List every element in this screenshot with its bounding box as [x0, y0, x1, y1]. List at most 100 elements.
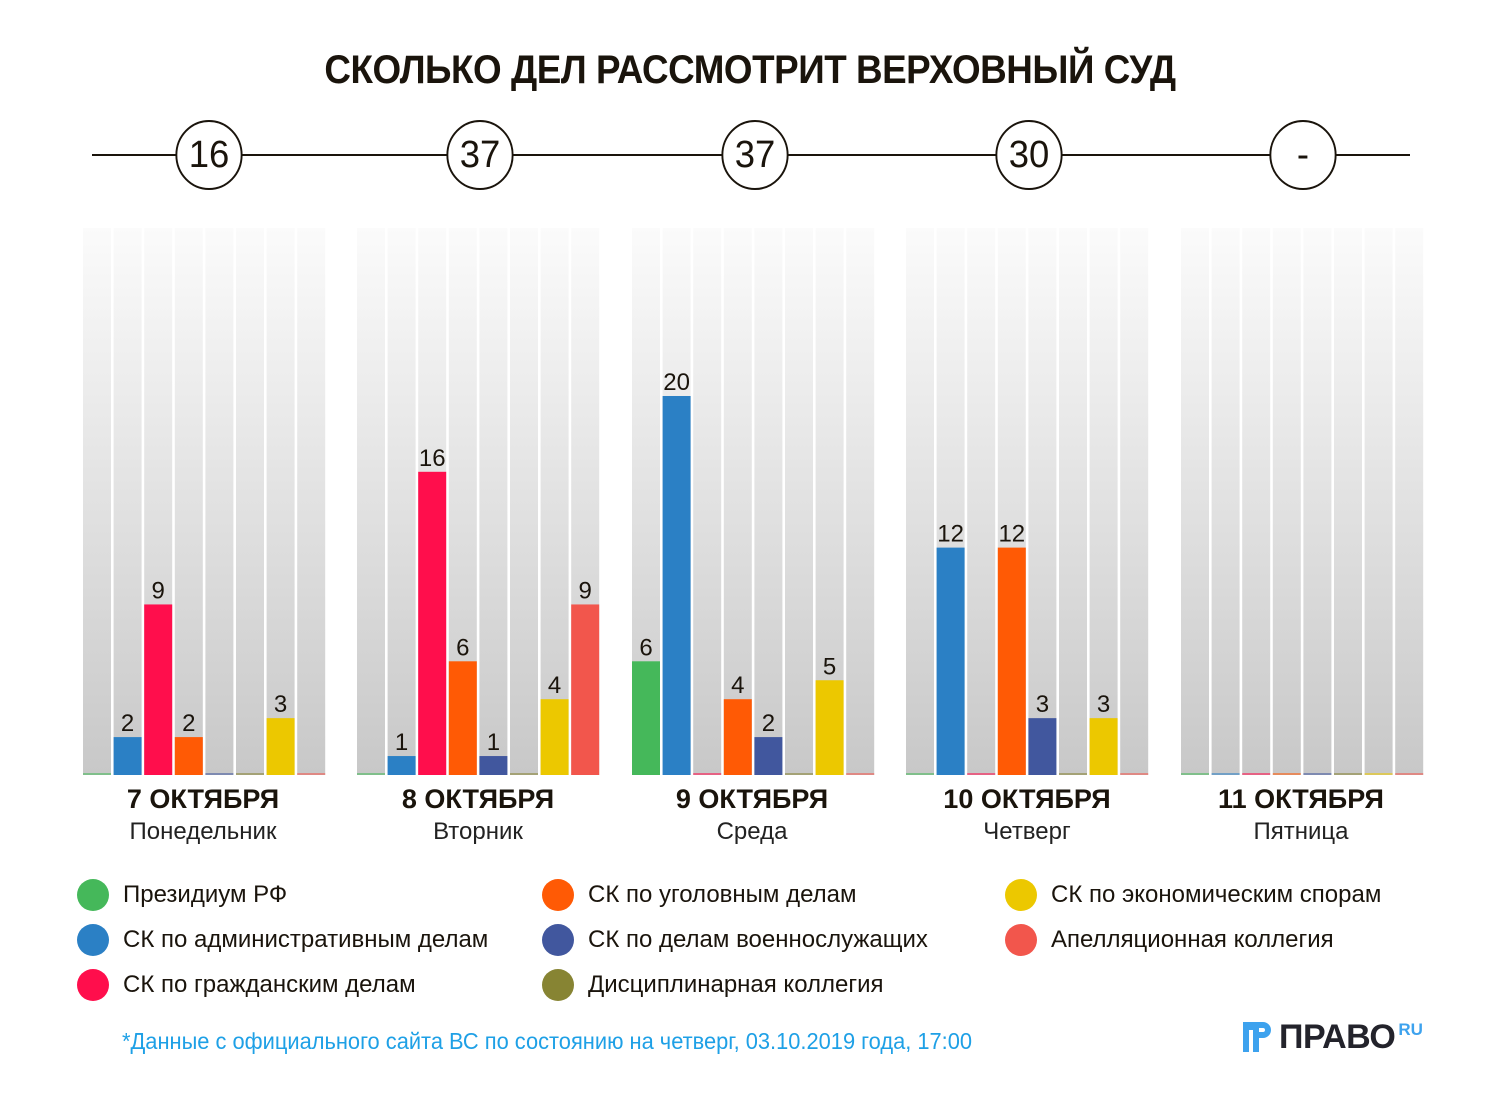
day-total-circle: 16: [175, 120, 243, 190]
column-background: [1364, 228, 1393, 775]
bar-zero-stub: [1120, 773, 1149, 775]
bar-zero-stub: [1334, 773, 1362, 775]
column-background: [1303, 228, 1332, 775]
bar-value-label: 12: [937, 521, 964, 548]
source-footnote: *Данные с официального сайта ВС по состо…: [122, 1028, 973, 1054]
bar: [144, 604, 173, 775]
bar: [266, 718, 295, 775]
bar: [632, 661, 660, 775]
legend-item: СК по административным делам: [77, 922, 488, 958]
bar-zero-stub: [1364, 773, 1393, 775]
bar-value-label: 4: [731, 672, 744, 699]
legend-item: СК по делам военнослужащих: [542, 922, 928, 958]
date-label: 11 ОКТЯБРЯ: [1218, 784, 1384, 814]
bar-zero-stub: [967, 773, 996, 775]
legend-label: Дисциплинарная коллегия: [588, 971, 884, 998]
bar: [479, 756, 508, 775]
day-total-circle: -: [1269, 120, 1337, 190]
column-background: [297, 228, 326, 775]
bar-zero-stub: [1242, 773, 1271, 775]
column-background: [510, 228, 538, 775]
column-background: [205, 228, 234, 775]
day-group: 12 12 3 3: [906, 228, 1149, 775]
weekday-label: Среда: [716, 818, 788, 845]
bar-value-label: 6: [639, 634, 652, 661]
legend-item: СК по экономическим спорам: [1005, 877, 1381, 913]
legend-swatch-icon: [77, 969, 109, 1001]
legend-swatch-icon: [542, 879, 574, 911]
column-background: [906, 228, 934, 775]
bar: [387, 756, 416, 775]
bar-value-label: 1: [395, 729, 408, 756]
pravo-logo-icon: [1243, 1022, 1271, 1052]
column-background: [1120, 228, 1149, 775]
bar-value-label: 9: [152, 577, 165, 604]
legend-item: Апелляционная коллегия: [1005, 922, 1334, 958]
column-background: [693, 228, 722, 775]
column-background: [540, 228, 569, 775]
legend-label: СК по гражданским делам: [123, 971, 416, 998]
column-background: [1181, 228, 1209, 775]
bar-value-label: 5: [823, 653, 836, 680]
legend-item: Президиум РФ: [77, 877, 287, 913]
legend-label: СК по экономическим спорам: [1051, 881, 1382, 908]
bar-zero-stub: [1395, 773, 1424, 775]
day-total-circle: 37: [721, 120, 789, 190]
bar: [418, 471, 447, 775]
bar-zero-stub: [1303, 773, 1332, 775]
legend-label: СК по делам военнослужащих: [588, 926, 928, 953]
bar-zero-stub: [510, 773, 538, 775]
column-background: [785, 228, 813, 775]
bar-value-label: 3: [1097, 691, 1110, 718]
bar: [1089, 718, 1118, 775]
legend-label: Апелляционная коллегия: [1051, 926, 1334, 953]
column-background: [1242, 228, 1271, 775]
logo-suffix: RU: [1398, 1020, 1423, 1039]
column-background: [967, 228, 996, 775]
legend-label: СК по административным делам: [123, 926, 489, 953]
column-background: [174, 228, 203, 775]
column-background: [754, 228, 783, 775]
date-label: 10 ОКТЯБРЯ: [943, 784, 1111, 814]
column-background: [1272, 228, 1301, 775]
bar: [997, 547, 1026, 775]
day-group: [1181, 228, 1424, 775]
bar: [936, 547, 965, 775]
bar-value-label: 9: [579, 577, 592, 604]
column-background: [236, 228, 264, 775]
bar: [754, 737, 783, 775]
column-background: [1334, 228, 1362, 775]
weekday-label: Пятница: [1253, 818, 1349, 845]
bar-value-label: 16: [419, 445, 446, 472]
bar-value-label: 3: [1036, 691, 1049, 718]
legend-swatch-icon: [542, 969, 574, 1001]
bar: [448, 661, 477, 775]
column-background: [83, 228, 111, 775]
bar: [113, 737, 142, 775]
day-group: 1 16 6 1 4 9: [357, 228, 600, 775]
legend-item: СК по уголовным делам: [542, 877, 857, 913]
bar-zero-stub: [297, 773, 326, 775]
pravo-ru-logo[interactable]: ПРАВО RU: [1243, 1018, 1423, 1058]
bar: [1028, 718, 1057, 775]
column-background: [266, 228, 295, 775]
bar-value-label: 2: [182, 710, 195, 737]
column-background: [846, 228, 875, 775]
bar: [815, 680, 844, 775]
bar-zero-stub: [906, 773, 934, 775]
weekday-label: Понедельник: [129, 818, 277, 845]
legend-swatch-icon: [77, 879, 109, 911]
date-label: 8 ОКТЯБРЯ: [401, 784, 555, 814]
column-background: [357, 228, 385, 775]
legend-swatch-icon: [542, 924, 574, 956]
bar-value-label: 2: [121, 710, 134, 737]
bar-value-label: 3: [274, 691, 287, 718]
legend-swatch-icon: [1005, 879, 1037, 911]
column-background: [479, 228, 508, 775]
legend-label: Президиум РФ: [123, 881, 288, 908]
bar-zero-stub: [846, 773, 875, 775]
weekday-label: Вторник: [433, 818, 523, 845]
date-label: 9 ОКТЯБРЯ: [675, 784, 829, 814]
